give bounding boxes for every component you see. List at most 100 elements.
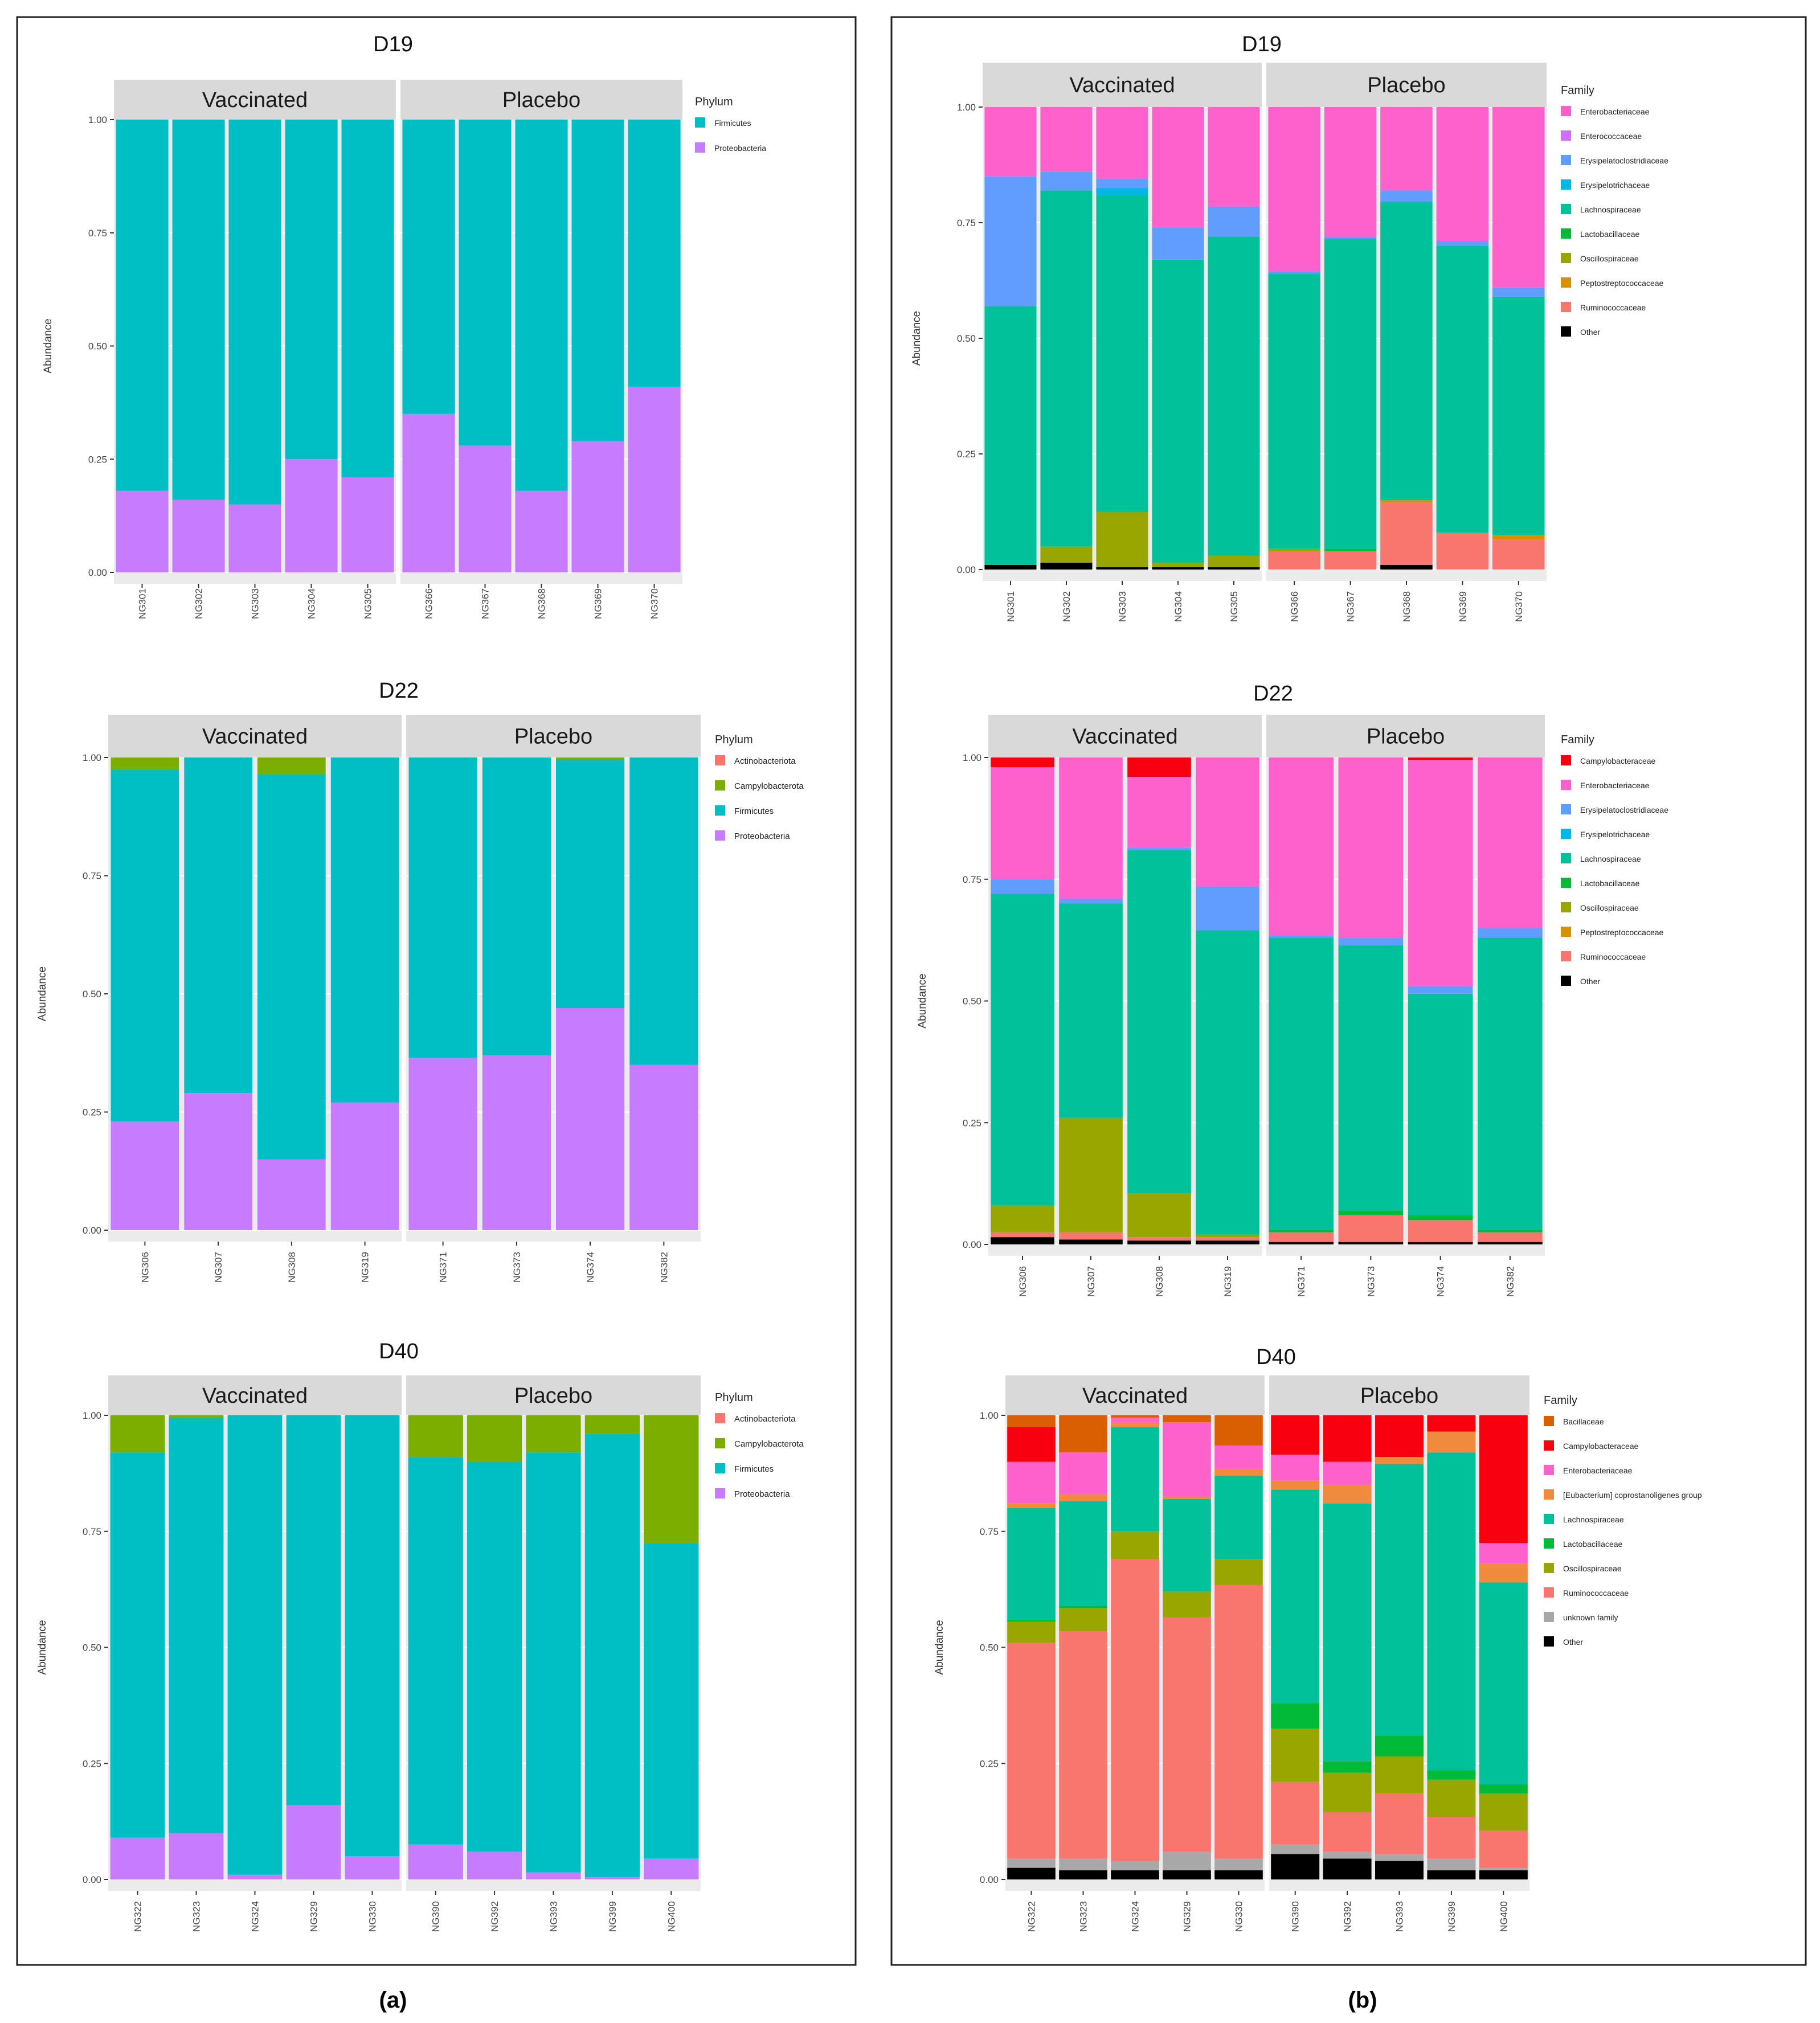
chart-title: D22 — [1253, 682, 1293, 706]
legend-swatch — [715, 830, 725, 841]
bar-segment — [116, 490, 169, 572]
bar-segment — [1059, 1608, 1107, 1631]
bar-segment — [1380, 107, 1433, 191]
x-tick-label: NG382 — [1505, 1266, 1516, 1297]
y-tick-label: 0.00 — [980, 1874, 999, 1885]
facet-strip-label: Vaccinated — [1082, 1384, 1188, 1408]
bar-segment — [1338, 1210, 1404, 1215]
bar-segment — [1323, 1503, 1372, 1762]
x-tick-label: NG322 — [133, 1901, 144, 1932]
x-tick-label: NG324 — [250, 1901, 261, 1932]
bar-segment — [1127, 1193, 1191, 1238]
bar-segment — [172, 120, 225, 500]
bar-segment — [1269, 1242, 1334, 1244]
bar-segment — [1323, 1761, 1372, 1773]
bar-segment — [286, 1805, 341, 1879]
legend-swatch — [1561, 902, 1571, 912]
x-tick-label: NG322 — [1026, 1901, 1037, 1932]
legend-label: Other — [1563, 1637, 1583, 1647]
bar-segment — [1436, 533, 1489, 570]
bar-segment — [571, 441, 624, 572]
bar-segment — [1324, 239, 1377, 549]
bar-segment — [1427, 1770, 1476, 1780]
x-tick-label: NG308 — [287, 1252, 297, 1283]
legend-swatch — [1561, 179, 1571, 190]
chart-title: D40 — [379, 1340, 419, 1363]
legend-swatch — [715, 1463, 725, 1473]
x-tick-label: NG392 — [1342, 1901, 1353, 1932]
bar-segment — [1375, 1793, 1424, 1854]
x-tick-label: NG304 — [1173, 591, 1184, 622]
bar-segment — [111, 757, 179, 769]
legend-label: Lactobacillaceae — [1563, 1539, 1623, 1549]
bar-segment — [1007, 1415, 1056, 1427]
y-tick-label: 0.50 — [957, 333, 976, 344]
bar-segment — [1380, 190, 1433, 202]
x-tick-label: NG366 — [1289, 591, 1300, 622]
x-tick-label: NG319 — [1222, 1266, 1233, 1297]
legend-swatch — [715, 805, 725, 816]
legend-label: Enterobacteriaceae — [1563, 1466, 1633, 1475]
x-tick-label: NG390 — [431, 1901, 441, 1932]
legend-label: Proteobacteria — [734, 1489, 790, 1499]
bar-segment — [1196, 757, 1259, 887]
bar-segment — [257, 1159, 326, 1230]
bar-segment — [1479, 1830, 1528, 1868]
bar-segment — [1380, 564, 1433, 570]
bar-segment — [1127, 757, 1191, 777]
facet-strip — [983, 63, 1262, 107]
bar-segment — [1269, 1230, 1334, 1232]
bar-segment — [228, 120, 281, 505]
bar-segment — [1271, 1703, 1320, 1729]
legend-title: Family — [1561, 84, 1594, 97]
legend-title: Phylum — [695, 96, 733, 108]
bar-segment — [1152, 567, 1204, 570]
legend-label: Lachnospiraceae — [1580, 205, 1641, 214]
legend-label: Campylobacteraceae — [1580, 756, 1656, 765]
legend-title: Phylum — [715, 734, 753, 746]
legend-swatch — [1561, 130, 1571, 141]
bar-segment — [1323, 1461, 1372, 1485]
bar-segment — [1268, 548, 1320, 551]
legend-label: Firmicutes — [734, 806, 774, 816]
bar-segment — [227, 1874, 283, 1879]
bar-segment — [1478, 937, 1543, 1230]
bar-segment — [1040, 190, 1093, 547]
bar-segment — [1408, 986, 1473, 994]
bar-segment — [1111, 1418, 1159, 1423]
x-tick-label: NG308 — [1154, 1266, 1165, 1297]
x-tick-label: NG393 — [1394, 1901, 1405, 1932]
legend-label: Ruminococcaceae — [1580, 303, 1646, 312]
y-axis-label: Abundance — [36, 967, 48, 1021]
bar-segment — [1059, 1631, 1107, 1859]
bar-segment — [1096, 567, 1148, 570]
bar-segment — [1268, 551, 1320, 570]
y-tick-label: 1.00 — [963, 752, 981, 763]
bar-segment — [1479, 1415, 1528, 1543]
legend-swatch — [1561, 976, 1571, 986]
bar-segment — [1196, 1240, 1259, 1244]
bar-segment — [1163, 1415, 1211, 1423]
bar-segment — [116, 120, 169, 491]
legend-swatch — [1561, 253, 1571, 263]
x-tick-label: NG373 — [1365, 1266, 1376, 1297]
y-tick-label: 0.25 — [957, 449, 976, 460]
x-tick-label: NG373 — [512, 1252, 522, 1283]
chart-title: D22 — [379, 679, 419, 703]
y-axis-label: Abundance — [934, 1620, 946, 1674]
bar-segment — [1338, 1215, 1404, 1242]
bar-segment — [584, 1877, 640, 1879]
legend-swatch — [1561, 878, 1571, 888]
bar-segment — [330, 757, 399, 1103]
legend-swatch — [1544, 1440, 1554, 1451]
chart-b-D22: D22 Abundance 0.00 0.25 0.50 0.75 1.00 Vaccinat… — [917, 682, 1668, 1297]
bar-segment — [526, 1872, 581, 1879]
x-tick-label: NG371 — [1296, 1266, 1307, 1297]
chart-title: D40 — [1256, 1345, 1296, 1369]
bar-segment — [1214, 1858, 1263, 1870]
x-tick-label: NG330 — [1234, 1901, 1245, 1932]
bar-segment — [1059, 1232, 1123, 1240]
y-axis-label: Abundance — [36, 1620, 48, 1674]
bar-segment — [1163, 1870, 1211, 1879]
bar-segment — [110, 1837, 165, 1879]
